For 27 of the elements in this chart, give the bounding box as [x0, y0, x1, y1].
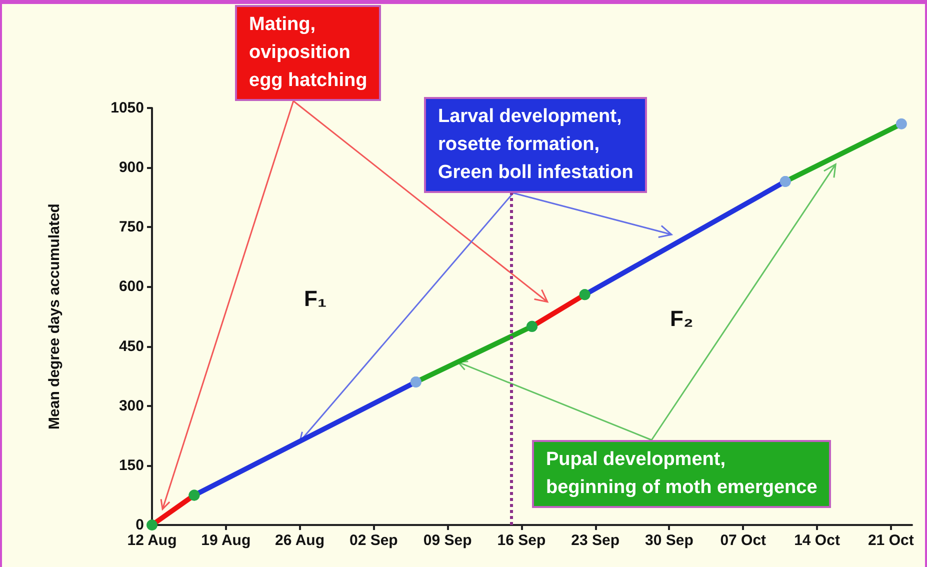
- y-tick-label: 750: [118, 218, 144, 236]
- x-tick-label: 30 Sep: [645, 532, 694, 549]
- x-tick-label: 07 Oct: [720, 532, 766, 549]
- annotation: F₂: [670, 306, 694, 332]
- y-tick-label: 300: [118, 397, 144, 414]
- x-tick-label: 16 Sep: [497, 532, 546, 549]
- y-tick-label: 450: [118, 338, 144, 355]
- x-tick-label: 26 Aug: [275, 532, 325, 549]
- y-tick-label: 150: [118, 456, 144, 474]
- x-tick-label: 19 Aug: [201, 532, 251, 549]
- y-tick-label: 900: [118, 159, 144, 176]
- annotation: Pupal development, beginning of moth emergence: [532, 440, 832, 508]
- annotation: Mating, oviposition egg hatching: [235, 5, 382, 101]
- y-axis-title: Mean degree days accumulated: [46, 204, 63, 430]
- y-tick-label: 1050: [110, 100, 144, 116]
- point: [146, 520, 158, 530]
- y-tick-label: 0: [136, 516, 144, 534]
- x-tick-label: 02 Sep: [349, 532, 398, 549]
- x-tick-label: 12 Aug: [127, 532, 177, 549]
- y-tick-label: 600: [118, 278, 144, 296]
- x-tick-label: 09 Sep: [423, 532, 472, 549]
- x-tick-label: 14 Oct: [794, 532, 840, 549]
- annotation: F₁: [304, 286, 327, 312]
- x-tick-label: 21 Oct: [868, 532, 914, 549]
- annotation: Larval development, rosette formation, Green boll infestation: [424, 97, 648, 193]
- point: [896, 118, 907, 130]
- x-tick-label: 23 Sep: [571, 532, 620, 549]
